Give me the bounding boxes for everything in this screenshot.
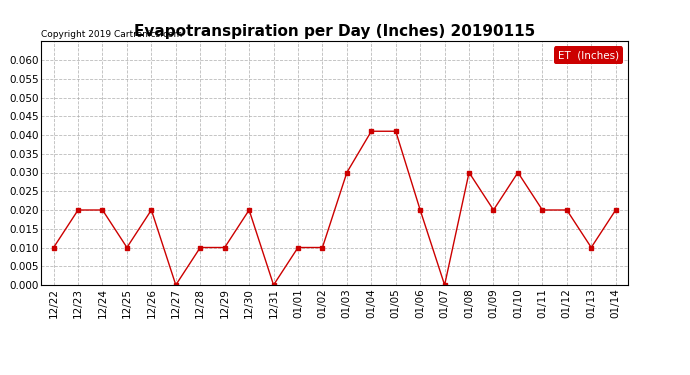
Text: Copyright 2019 Cartronics.com: Copyright 2019 Cartronics.com [41,30,183,39]
Legend: ET  (Inches): ET (Inches) [554,46,622,64]
Title: Evapotranspiration per Day (Inches) 20190115: Evapotranspiration per Day (Inches) 2019… [134,24,535,39]
